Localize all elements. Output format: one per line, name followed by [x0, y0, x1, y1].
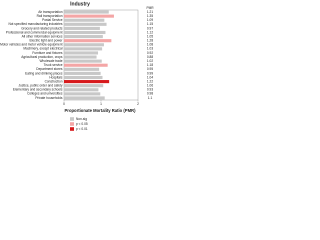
- y-tick-label: Justice, public order and safety: [19, 84, 63, 88]
- y-tick-label: Postal Service: [42, 18, 63, 22]
- chart: Industry PMR Proportionate Mortality Rat…: [0, 1, 154, 131]
- x-axis-title: Proportionate Mortality Ratio (PMR): [65, 108, 137, 113]
- y-tick-label: All other information services: [22, 34, 63, 38]
- value-label: 0.95: [147, 67, 153, 71]
- bar: [64, 47, 103, 51]
- y-tick-label: Wholesale trade: [39, 59, 62, 63]
- value-label: 0.97: [147, 26, 153, 30]
- y-tick-label: Motor vehicles and motor vehicle equipme…: [0, 43, 62, 47]
- y-tick-label: Colleges and universities: [27, 92, 63, 96]
- bar: [64, 67, 100, 71]
- y-tick-label: Grocery and related products: [21, 26, 63, 30]
- y-tick-label: Professional and commercial equipment: [6, 30, 63, 34]
- value-label: 1.12: [147, 30, 153, 34]
- value-label: 1.35: [147, 14, 153, 18]
- value-label: 0.92: [147, 51, 153, 55]
- value-label: 1.1: [148, 96, 153, 100]
- legend-swatch: [70, 117, 74, 121]
- value-label: 1.02: [147, 59, 153, 63]
- value-label: 0.88: [147, 55, 153, 59]
- value-label: 1.04: [147, 75, 153, 79]
- bar: [64, 35, 103, 39]
- bar: [64, 22, 107, 26]
- value-label: 0.98: [147, 92, 153, 96]
- value-label: 1.21: [147, 10, 153, 14]
- bar: [64, 75, 103, 80]
- value-label: 1.28: [147, 39, 153, 43]
- value-label: 1.05: [147, 34, 153, 38]
- bar: [64, 96, 105, 100]
- y-tick-label: Agricultural production, crops: [21, 55, 63, 59]
- y-tick-label: Hospitals: [49, 75, 63, 79]
- legend-label: p < 0.05: [76, 122, 88, 126]
- bar: [64, 92, 101, 96]
- bar: [64, 63, 108, 67]
- value-label: 1.18: [147, 63, 153, 67]
- value-label: 0.99: [147, 71, 153, 75]
- legend-swatch: [70, 122, 74, 126]
- y-tick-label: Furniture and fixtures: [32, 51, 63, 55]
- legend-label: p < 0.01: [76, 127, 88, 131]
- y-tick-label: Air transportation: [38, 10, 62, 14]
- y-tick-label: Not specified manufacturing industries: [8, 22, 62, 26]
- bar: [64, 30, 106, 35]
- y-tick-label: Department stores: [36, 67, 63, 71]
- value-label: 1.03: [147, 47, 153, 51]
- bar: [64, 71, 101, 75]
- value-header: PMR: [146, 6, 154, 10]
- y-tick-label: Machinery, except electrical: [23, 47, 62, 51]
- legend-label: Non-sig: [76, 117, 87, 121]
- legend-swatch: [70, 127, 74, 131]
- value-label: 1.22: [147, 79, 153, 83]
- y-tick-label: Electric light and power: [30, 39, 64, 43]
- bar: [64, 51, 99, 55]
- bar: [64, 18, 105, 22]
- y-tick-label: Truck service: [44, 63, 63, 67]
- bar: [64, 39, 112, 43]
- value-label: 1.06: [147, 84, 153, 88]
- bar: [64, 55, 97, 59]
- bar: [64, 43, 104, 47]
- value-label: 0.93: [147, 88, 153, 92]
- y-tick-label: Eating and drinking places: [25, 71, 63, 75]
- value-label: 1.15: [147, 22, 153, 26]
- value-label: 1.09: [147, 18, 153, 22]
- bar: [64, 88, 99, 92]
- bar: [64, 14, 114, 18]
- x-tick-label: 1: [100, 102, 102, 106]
- bar: [64, 84, 104, 88]
- y-tick-label: Rail transportation: [37, 14, 63, 18]
- value-label: 1.08: [147, 43, 153, 47]
- y-tick-label: Private households: [35, 96, 63, 100]
- y-tick-label: Elementary and secondary schools: [13, 88, 63, 92]
- y-tick-label: Construction: [45, 79, 63, 83]
- chart-title: Industry: [70, 1, 90, 7]
- bar: [64, 59, 102, 63]
- bar: [64, 80, 110, 84]
- x-tick-label: 2: [137, 102, 139, 106]
- bar: [64, 10, 109, 14]
- x-tick-label: 0: [63, 102, 65, 106]
- bar: [64, 26, 100, 30]
